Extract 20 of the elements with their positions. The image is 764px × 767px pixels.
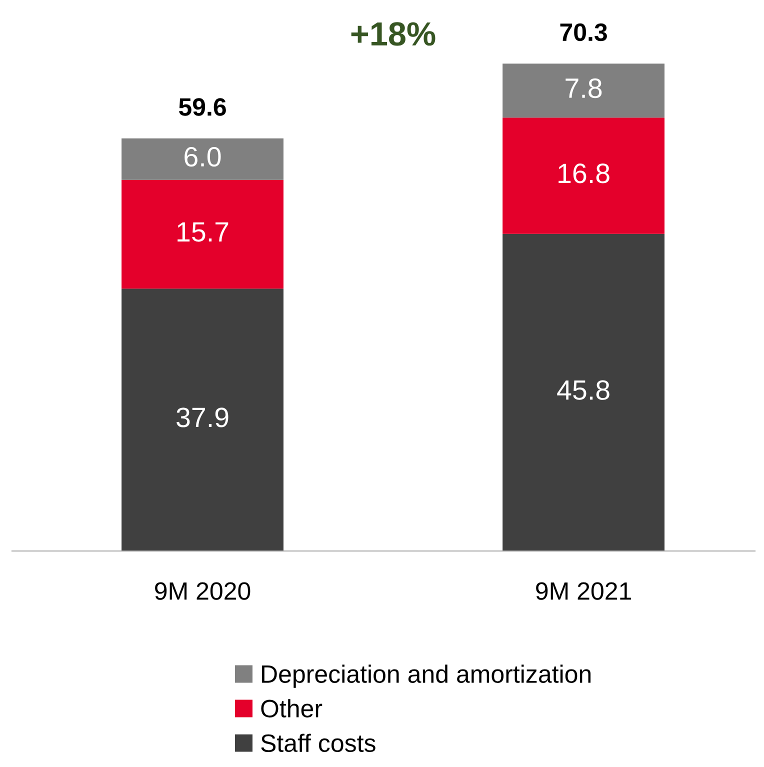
bar bbox=[502, 234, 665, 551]
bar bbox=[122, 180, 284, 289]
total-label: 59.6 bbox=[178, 98, 226, 116]
legend-label: Staff costs bbox=[261, 734, 376, 752]
data-label: 16.8 bbox=[558, 164, 610, 184]
bar bbox=[502, 64, 665, 118]
data-label: 7.8 bbox=[566, 78, 602, 98]
legend-label: Other bbox=[261, 699, 322, 718]
bar bbox=[122, 138, 284, 180]
legend-label: Depreciation and amortization bbox=[262, 664, 591, 688]
x-tick-label: 9M 2021 bbox=[536, 582, 631, 600]
data-label: 45.8 bbox=[557, 380, 610, 400]
data-label: 6.0 bbox=[184, 146, 221, 167]
data-label: 37.9 bbox=[176, 408, 228, 428]
text: +18% bbox=[351, 22, 436, 46]
x-tick-label: 9M 2020 bbox=[155, 582, 250, 600]
bar bbox=[122, 288, 284, 551]
bar bbox=[502, 118, 665, 234]
total-label: 70.3 bbox=[560, 23, 607, 42]
data-label: 15.7 bbox=[178, 222, 228, 242]
